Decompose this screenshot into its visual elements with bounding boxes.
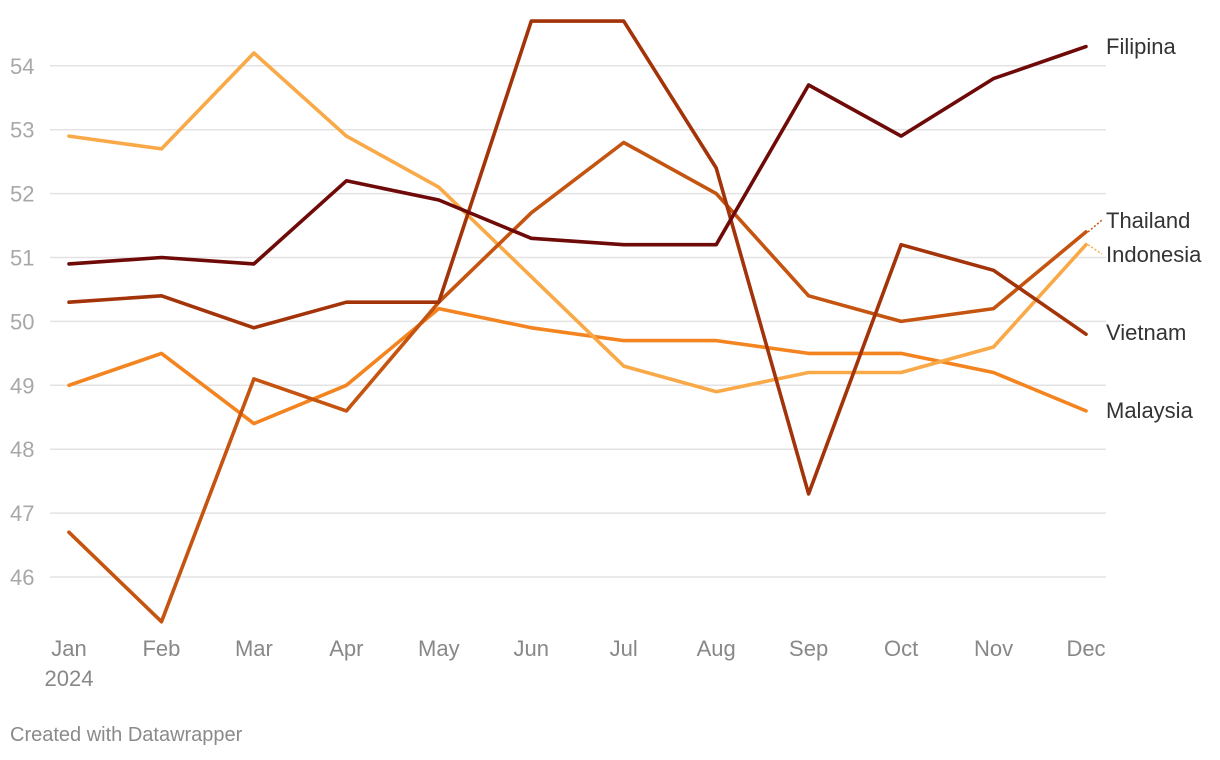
series-label-vietnam: Vietnam	[1106, 320, 1186, 345]
x-tick-label: Sep	[789, 636, 828, 661]
x-tick-label: Jun	[514, 636, 549, 661]
y-tick-label: 47	[10, 501, 34, 526]
x-tick-label: May	[418, 636, 460, 661]
series-line-vietnam	[67, 19, 1088, 496]
series-line-filipina	[67, 44, 1088, 266]
series-label-filipina: Filipina	[1106, 34, 1176, 59]
y-tick-label: 49	[10, 373, 34, 398]
y-tick-label: 53	[10, 118, 34, 143]
x-tick-label: Feb	[142, 636, 180, 661]
x-tick-label: Aug	[697, 636, 736, 661]
x-tick-year: 2024	[45, 666, 94, 691]
x-axis-ticks: 2024 Jan Feb Mar Apr May Jun Jul Aug Sep Oct Nov De…	[45, 636, 1106, 691]
series-line-indonesia	[67, 51, 1088, 394]
y-tick-label: 51	[10, 246, 34, 271]
y-tick-label: 50	[10, 309, 34, 334]
series-line-malaysia	[67, 306, 1088, 426]
credit-text: Created with Datawrapper	[10, 724, 243, 746]
series-labels: Filipina Thailand Indonesia Vietnam Malaysia	[1087, 34, 1202, 423]
x-tick-label: Mar	[235, 636, 273, 661]
series-label-indonesia: Indonesia	[1106, 242, 1202, 267]
x-tick-label: Nov	[974, 636, 1013, 661]
x-tick-label: Dec	[1066, 636, 1105, 661]
x-tick-label: Oct	[884, 636, 918, 661]
y-tick-label: 48	[10, 437, 34, 462]
label-leader	[1087, 219, 1103, 233]
y-tick-label: 54	[10, 54, 34, 79]
y-axis-ticks: 46 47 48 49 50 51 52 53 54	[10, 54, 34, 590]
series-label-thailand: Thailand	[1106, 208, 1190, 233]
series-label-malaysia: Malaysia	[1106, 398, 1194, 423]
y-tick-label: 52	[10, 182, 34, 207]
x-tick-label: Jan	[51, 636, 86, 661]
y-tick-label: 46	[10, 565, 34, 590]
x-tick-label: Apr	[329, 636, 363, 661]
x-tick-label: Jul	[610, 636, 638, 661]
label-leader	[1087, 244, 1103, 255]
series-line-thailand	[67, 140, 1088, 624]
series-lines	[67, 19, 1088, 624]
